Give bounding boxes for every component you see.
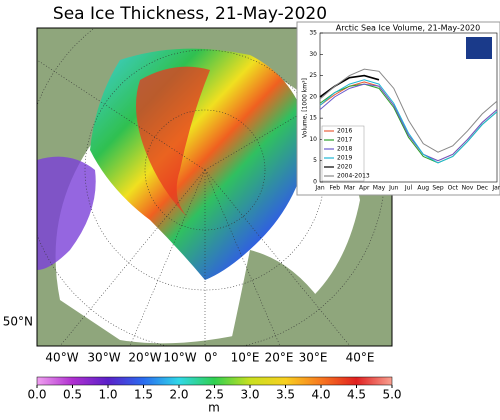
- y-tick-label: 25: [309, 72, 317, 79]
- legend-label: 2020: [337, 164, 352, 171]
- legend-box: [321, 125, 365, 182]
- colorbar-tick-label: 1.0: [98, 388, 117, 402]
- colorbar-tick-label: 2.5: [205, 388, 224, 402]
- x-tick-label: Aug: [417, 185, 429, 192]
- inset: Arctic Sea Ice Volume, 21-May-2020 Volum…: [296, 21, 500, 196]
- lon-label: 10°E: [231, 351, 260, 365]
- x-tick-label: Sep: [432, 185, 444, 192]
- map-title: Sea Ice Thickness, 21-May-2020: [53, 4, 327, 24]
- x-tick-label: Nov: [462, 185, 474, 192]
- lon-label: 20°W: [128, 351, 161, 365]
- lon-label: 0°: [204, 351, 218, 365]
- x-tick-label: Mar: [344, 185, 356, 192]
- colorbar-tick-label: 0.5: [63, 388, 82, 402]
- legend-label: 2017: [337, 137, 352, 144]
- lon-label: 10°W: [163, 351, 196, 365]
- y-tick-label: 30: [309, 51, 317, 58]
- series-line: [319, 79, 498, 164]
- colorbar-tick-label: 3.0: [240, 388, 259, 402]
- lon-label: 30°W: [87, 351, 120, 365]
- colorbar-tick-label: 4.0: [311, 388, 330, 402]
- colorbar-tick-label: 1.5: [134, 388, 153, 402]
- y-tick-label: 0: [313, 179, 317, 186]
- x-tick-label: Jan: [491, 185, 500, 192]
- y-tick-label: 20: [309, 93, 317, 100]
- legend-label: 2016: [337, 128, 352, 135]
- colorbar-tick-label: 5.0: [382, 388, 401, 402]
- legend-label: 2018: [337, 146, 352, 153]
- inset-plot: 0 5 10 15 20 25 30 35 Jan Feb Mar Apr May Jun Jul Aug Se…: [309, 30, 500, 192]
- colorbar-unit: m: [208, 401, 220, 415]
- lon-label: 40°W: [45, 351, 78, 365]
- x-tick-label: Feb: [329, 185, 340, 192]
- x-tick-label: Jan: [314, 185, 324, 192]
- colorbar-tick-label: 0.0: [27, 388, 46, 402]
- colorbar: [36, 376, 393, 386]
- lon-label: 30°E: [299, 351, 328, 365]
- series-line: [319, 83, 498, 162]
- series-line: [319, 68, 498, 153]
- series-line: [319, 74, 380, 98]
- x-tick-label: Dec: [476, 185, 488, 192]
- colorbar-tick-label: 3.5: [276, 388, 295, 402]
- legend-label: 2004-2013: [337, 173, 370, 180]
- x-tick-label: Apr: [359, 185, 370, 192]
- colorbar-ticks: 0.0 0.5 1.0 1.5 2.0 2.5 3.0 3.5 4.0 4.5 5.0: [27, 385, 402, 402]
- y-tick-label: 5: [313, 157, 317, 164]
- y-tick-label: 35: [309, 30, 317, 37]
- lat-label: 50°N: [3, 315, 33, 329]
- inset-y-label: Volume, [1000 km³]: [302, 78, 309, 138]
- x-tick-label: Oct: [448, 185, 459, 192]
- logo: [466, 37, 492, 59]
- legend-label: 2019: [337, 155, 352, 162]
- lon-label: 20°E: [265, 351, 294, 365]
- colorbar-tick-label: 4.5: [347, 388, 366, 402]
- y-tick-label: 15: [309, 115, 317, 122]
- y-tick-label: 10: [309, 136, 317, 143]
- x-tick-label: Jun: [388, 185, 399, 192]
- lon-labels: 40°W 30°W 20°W 10°W 0° 10°E 20°E 30°E 40°E: [45, 351, 374, 365]
- x-tick-label: May: [373, 185, 386, 192]
- colorbar-tick-label: 2.0: [169, 388, 188, 402]
- x-tick-label: Jul: [404, 185, 413, 192]
- inset-title: Arctic Sea Ice Volume, 21-May-2020: [336, 24, 481, 33]
- lon-label: 40°E: [346, 351, 375, 365]
